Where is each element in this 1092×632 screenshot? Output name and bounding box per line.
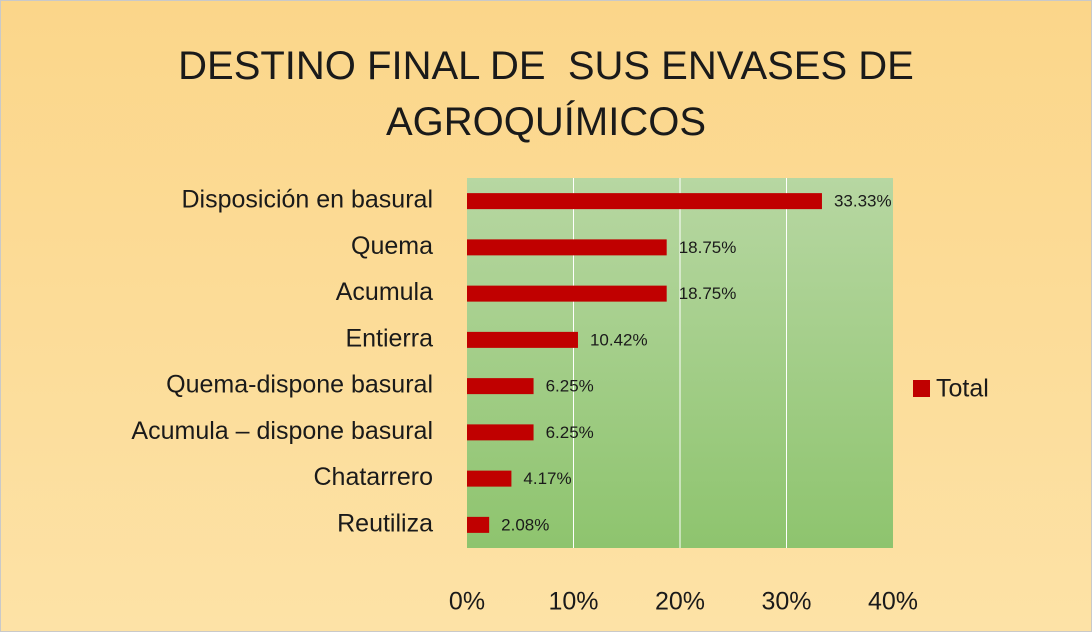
- data-label: 33.33%: [834, 192, 892, 211]
- x-tick-label: 40%: [868, 588, 918, 616]
- y-tick-label: Chatarrero: [314, 463, 434, 491]
- y-tick-label: Entierra: [345, 324, 433, 352]
- x-tick-label: 30%: [761, 588, 811, 616]
- y-tick-label: Acumula: [336, 278, 433, 306]
- legend-label: Total: [936, 375, 989, 403]
- bar: [467, 378, 534, 395]
- x-tick-label: 0%: [449, 588, 485, 616]
- data-label: 6.25%: [546, 423, 594, 442]
- data-label: 6.25%: [546, 377, 594, 396]
- x-tick-label: 10%: [548, 588, 598, 616]
- legend-swatch: [913, 380, 930, 397]
- y-tick-label: Reutiliza: [337, 509, 433, 537]
- y-tick-label: Quema: [351, 232, 433, 260]
- bar: [467, 193, 822, 210]
- bar: [467, 285, 667, 302]
- bar: [467, 516, 490, 533]
- data-label: 4.17%: [523, 469, 571, 488]
- chart-title: DESTINO FINAL DE SUS ENVASES DE AGROQUÍM…: [178, 44, 923, 144]
- bar: [467, 239, 667, 256]
- data-label: 2.08%: [501, 515, 549, 534]
- data-label: 10.42%: [590, 330, 648, 349]
- bar: [467, 424, 534, 441]
- y-tick-label: Disposición en basural: [181, 186, 433, 214]
- data-label: 18.75%: [679, 284, 737, 303]
- bar: [467, 331, 578, 348]
- y-tick-label: Acumula – dispone basural: [131, 417, 433, 445]
- bar: [467, 470, 512, 487]
- x-tick-label: 20%: [655, 588, 705, 616]
- data-label: 18.75%: [679, 238, 737, 257]
- y-tick-label: Quema-dispone basural: [166, 371, 433, 399]
